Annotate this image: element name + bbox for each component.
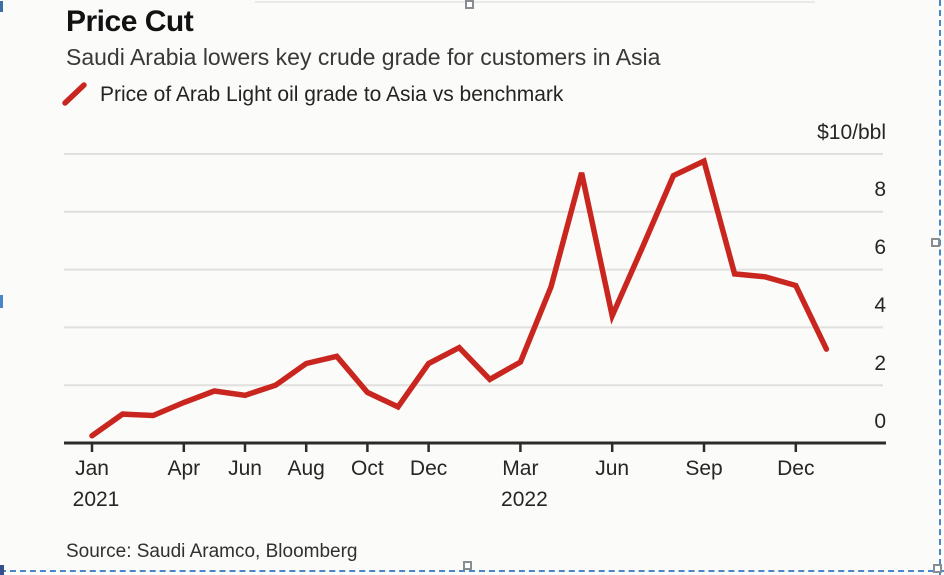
price-line <box>89 157 830 439</box>
selection-handle-top[interactable] <box>465 0 474 9</box>
x-year-label: 2021 <box>72 488 120 511</box>
chart-title: Price Cut <box>66 5 194 38</box>
selection-handle-bottom-right[interactable] <box>933 564 942 573</box>
y-tick-label: 0 <box>874 409 886 433</box>
source-credit: Source: Saudi Aramco, Bloomberg <box>66 541 358 562</box>
selection-handle-right[interactable] <box>931 238 940 247</box>
x-tick-label: Dec <box>777 457 815 480</box>
x-tick-label: Jun <box>228 457 262 480</box>
y-tick-label: $10/bbl <box>817 120 886 144</box>
y-tick-label: 2 <box>874 351 886 375</box>
y-tick-label: 4 <box>874 293 886 317</box>
line-series-icon <box>62 82 87 106</box>
y-tick-label: 8 <box>874 178 886 202</box>
x-tick-label: Aug <box>287 457 325 480</box>
chart-legend: Price of Arab Light oil grade to Asia vs… <box>61 82 563 107</box>
selection-border-left-fragment <box>0 1 3 12</box>
x-tick-label: Apr <box>167 457 201 480</box>
x-tick-label: Jun <box>595 457 630 480</box>
selection-handle-bottom[interactable] <box>463 561 472 570</box>
x-year-label: 2022 <box>501 488 548 511</box>
selection-border-left-fragment-2 <box>0 295 3 308</box>
legend-label: Price of Arab Light oil grade to Asia vs… <box>100 82 564 106</box>
x-tick-label: Sep <box>685 457 723 480</box>
x-tick-label: Mar <box>502 457 539 480</box>
selection-border-bottom <box>0 570 944 572</box>
x-tick-label: Jan <box>75 457 109 480</box>
chart-subtitle: Saudi Arabia lowers key crude grade for … <box>66 44 661 70</box>
x-tick-label: Oct <box>351 457 384 480</box>
selection-border-top <box>255 1 815 3</box>
selection-border-left-fragment-3 <box>0 565 4 575</box>
y-tick-label: 6 <box>874 236 886 260</box>
selection-border-right <box>939 0 941 575</box>
x-tick-label: Dec <box>409 457 448 480</box>
